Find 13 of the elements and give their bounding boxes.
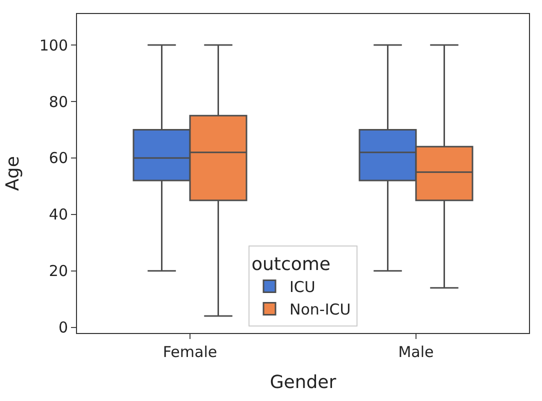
y-tick-label: 100 — [39, 36, 68, 54]
y-tick-label: 80 — [48, 92, 68, 111]
x-tick-label: Female — [162, 343, 218, 361]
legend-label: Non-ICU — [290, 300, 351, 319]
legend-title: outcome — [252, 254, 330, 276]
x-axis-title: Gender — [270, 372, 337, 394]
y-axis-title: Age — [2, 156, 24, 191]
legend-label: ICU — [290, 278, 316, 296]
y-tick-label: 20 — [48, 262, 68, 280]
y-tick-label: 0 — [58, 318, 68, 337]
y-tick-label: 60 — [48, 149, 68, 168]
x-tick-label: Male — [398, 343, 434, 361]
y-tick-label: 40 — [48, 206, 68, 224]
